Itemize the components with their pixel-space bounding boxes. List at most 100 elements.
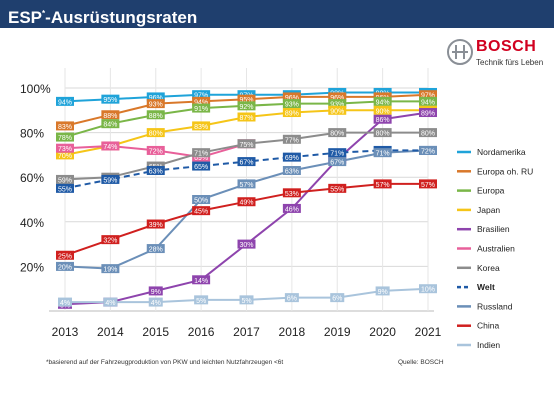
data-label: 63% [285, 169, 299, 176]
data-label: 96% [330, 95, 344, 102]
data-label-box [328, 105, 347, 115]
data-label-box [192, 121, 211, 131]
data-label-box [56, 183, 74, 193]
data-label-box [419, 128, 437, 138]
data-label: 78% [58, 135, 72, 142]
data-label: 59% [103, 177, 117, 184]
data-label-box [328, 148, 347, 158]
data-label: 6% [332, 296, 342, 303]
data-label: 69% [194, 155, 208, 162]
data-label: 45% [194, 209, 208, 216]
data-label: 95% [103, 97, 117, 104]
data-label: 71% [194, 151, 208, 158]
data-label: 10% [421, 287, 435, 294]
data-label-box [56, 250, 74, 260]
data-label: 5% [241, 298, 251, 305]
data-label-box [373, 96, 392, 106]
data-label-box [146, 244, 165, 254]
data-label-box [146, 99, 165, 109]
data-label: 94% [376, 99, 390, 106]
x-tick-label: 2021 [415, 325, 442, 339]
data-label: 70% [58, 153, 72, 160]
data-label-box [146, 110, 165, 120]
data-label: 65% [194, 164, 208, 171]
legend-label: Indien [477, 340, 500, 350]
brand-tagline: Technik fürs Leben [476, 58, 544, 67]
data-label: 90% [330, 108, 344, 115]
data-label: 97% [421, 93, 435, 100]
bosch-armature-icon [447, 39, 473, 65]
data-label-box [282, 134, 301, 144]
legend: Nordamerika Europa oh. RU Europa Japan Brasi… [457, 147, 533, 350]
data-label-box [419, 145, 437, 155]
data-label: 14% [194, 278, 208, 285]
data-label: 53% [285, 191, 299, 198]
data-label-box [239, 295, 254, 305]
data-label: 46% [285, 206, 299, 213]
data-label: 94% [58, 99, 72, 106]
data-label-box [192, 161, 211, 171]
data-label-box [282, 99, 301, 109]
data-label-box [282, 188, 301, 198]
data-label: 67% [330, 160, 344, 167]
data-label: 20% [58, 264, 72, 271]
data-label: 71% [376, 151, 390, 158]
legend-label: Australien [477, 244, 515, 254]
data-label: 25% [58, 253, 72, 260]
data-label-box [282, 108, 301, 118]
data-label: 59% [58, 177, 72, 184]
y-tick-label: 60% [20, 171, 44, 185]
x-tick-label: 2013 [52, 325, 79, 339]
x-tick-label: 2015 [142, 325, 169, 339]
data-label-box [101, 110, 120, 120]
data-label-box [146, 166, 165, 176]
data-label: 75% [239, 142, 253, 149]
data-label: 57% [421, 182, 435, 189]
data-label: 5% [196, 298, 206, 305]
data-label-box [282, 152, 301, 162]
data-label-box [237, 94, 256, 104]
legend-label: Russland [477, 301, 513, 311]
data-label-box [328, 157, 347, 167]
data-label: 96% [149, 95, 163, 102]
data-label: 94% [194, 99, 208, 106]
title-rest: -Ausrüstungsraten [45, 8, 198, 27]
data-label-box [284, 293, 299, 303]
data-label: 83% [58, 124, 72, 131]
data-label: 77% [285, 137, 299, 144]
data-label-box [56, 96, 74, 106]
brand-name: BOSCH [476, 38, 537, 55]
data-label-box [419, 108, 437, 118]
legend-label: Brasilien [477, 224, 510, 234]
data-label-box [101, 141, 120, 151]
data-label-box [56, 174, 74, 184]
data-label: 97% [194, 93, 208, 100]
data-label: 88% [103, 113, 117, 120]
bosch-logo: BOSCH Technik fürs Leben [445, 38, 550, 72]
data-label: 73% [58, 146, 72, 153]
data-label-box [148, 297, 163, 307]
data-label-box [237, 179, 256, 189]
data-label-box [373, 179, 392, 189]
data-label: 69% [285, 155, 299, 162]
data-label-box [101, 94, 120, 104]
legend-label: Europa oh. RU [477, 166, 533, 176]
data-label-box [373, 148, 392, 158]
data-label-box [192, 96, 211, 106]
data-label: 93% [330, 102, 344, 109]
x-tick-label: 2014 [97, 325, 124, 339]
data-label: 49% [239, 200, 253, 207]
y-axis: 20% 40% 60% 80% 100% [20, 82, 51, 274]
title-main: ESP [8, 8, 43, 27]
y-tick-label: 80% [20, 127, 44, 141]
data-label: 72% [149, 148, 163, 155]
data-label-box [282, 92, 301, 102]
data-label-box [328, 128, 347, 138]
data-label: 93% [285, 102, 299, 109]
data-label: 95% [239, 97, 253, 104]
data-label-box [192, 90, 211, 100]
data-label-box [237, 239, 256, 249]
data-label-box [194, 295, 209, 305]
x-tick-label: 2016 [188, 325, 215, 339]
